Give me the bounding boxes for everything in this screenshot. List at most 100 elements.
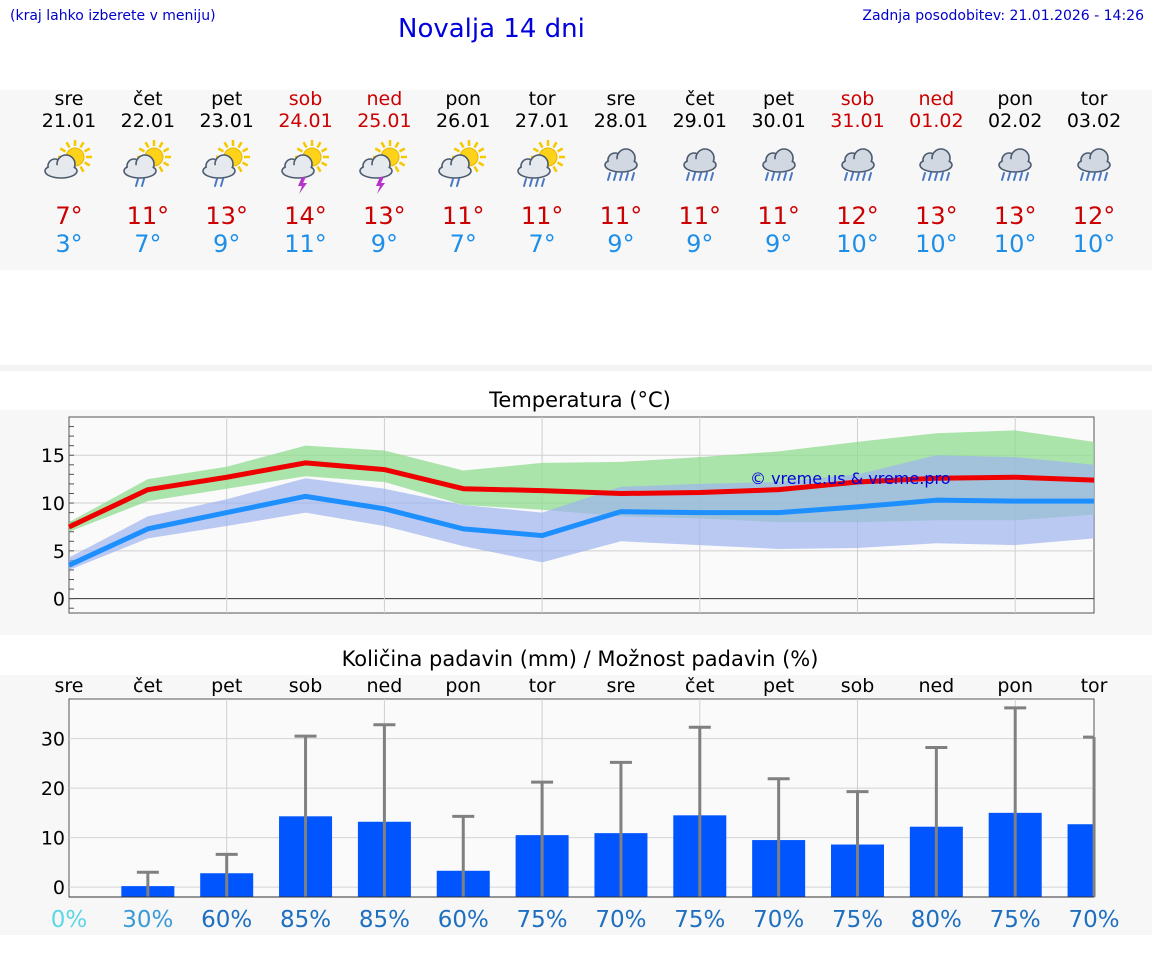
y-tick-label: 5: [53, 541, 65, 563]
rain-drop: [691, 172, 696, 181]
rain-drop: [782, 172, 787, 181]
rain-drop: [612, 172, 617, 181]
rain-drop: [934, 172, 939, 181]
x-tick-label: tor: [1081, 675, 1108, 697]
temp-max: 11°: [520, 202, 564, 230]
rain-drop: [709, 172, 714, 181]
day-name: pet: [763, 88, 795, 110]
rain-drop: [788, 172, 793, 181]
day-column: sob 24.01 14° 11°: [266, 88, 346, 258]
max-temp-line: [67, 460, 1095, 530]
rain-drop: [523, 178, 528, 187]
rain-drop: [1104, 172, 1109, 181]
cloud-shape: [438, 154, 473, 179]
temp-min: 9°: [607, 230, 635, 258]
rain-drop: [764, 172, 769, 181]
lightning-shape: [376, 177, 386, 194]
temp-max: 13°: [915, 202, 958, 230]
x-tick-label: sob: [841, 675, 875, 697]
cloud-rain-icon: [739, 132, 819, 202]
temp-min: 7°: [528, 230, 556, 258]
sun-cloud-rain-icon: [108, 132, 188, 202]
probability-label: 85%: [280, 907, 331, 933]
y-tick-label: 10: [41, 493, 65, 515]
rain-drop: [456, 178, 461, 187]
rain-drop: [450, 178, 455, 187]
rain-drop: [618, 172, 623, 181]
temp-min: 9°: [765, 230, 793, 258]
day-date: 26.01: [436, 110, 491, 132]
temperature-chart: 0 5 10 15 © vreme.us & vreme.pro: [41, 416, 1095, 614]
day-name: sob: [840, 88, 875, 110]
day-date: 03.02: [1066, 110, 1122, 132]
temp-min: 10°: [1072, 230, 1116, 258]
temp-min: 11°: [284, 230, 327, 258]
x-tick-label: pet: [211, 675, 242, 697]
sun-cloud-icon: [29, 132, 109, 202]
temp-max: 14°: [284, 202, 327, 230]
rain-drop: [1001, 172, 1006, 181]
cloud-shape: [201, 154, 236, 179]
cloud-rain-icon: [660, 132, 740, 202]
day-date: 31.01: [830, 110, 885, 132]
day-column: pon 02.02 13° 10°: [975, 88, 1055, 258]
temp-min: 10°: [993, 230, 1037, 258]
day-name: tor: [528, 88, 556, 110]
x-tick-label: pon: [445, 675, 481, 697]
sun-cloud-rain-icon: [423, 132, 503, 202]
day-date: 28.01: [593, 110, 649, 132]
y-tick-label: 0: [53, 589, 65, 611]
rain-drop: [697, 172, 702, 181]
day-column: sre 21.01 7° 3°: [29, 88, 109, 258]
cloud-rain-icon: [818, 132, 898, 202]
precip-bar: [1067, 824, 1094, 897]
x-tick-label: sre: [606, 675, 635, 697]
rain-drop: [849, 172, 854, 181]
day-name: čet: [685, 88, 715, 110]
rain-drop: [134, 178, 139, 187]
lightning-shape: [297, 177, 307, 194]
rain-drop: [1098, 172, 1103, 181]
y-tick-label: 20: [41, 778, 65, 800]
rain-drop: [1013, 172, 1018, 181]
location-hint: (kraj lahko izberete v meniju): [10, 8, 216, 24]
rain-drop: [855, 172, 860, 181]
cloud-shape: [919, 148, 954, 173]
day-date: 02.02: [987, 110, 1043, 132]
temp-min: 3°: [55, 230, 83, 258]
day-date: 29.01: [672, 110, 727, 132]
precipitation-chart: 0 10 20 30 sre čet pet sob ned pon tor sre čet pet sob…: [41, 675, 1120, 933]
cloud-shape: [123, 154, 157, 179]
temp-max: 11°: [678, 202, 722, 230]
rain-drop: [940, 172, 945, 181]
sun-cloud-rain-icon: [187, 132, 267, 202]
divider: [0, 365, 1152, 371]
probability-label: 60%: [438, 907, 489, 933]
cloud-shape: [682, 148, 717, 173]
forecast-strip-bg: [0, 90, 1152, 270]
day-date: 01.02: [909, 110, 964, 132]
precip-chart-title: Količina padavin (mm) / Možnost padavin …: [341, 647, 819, 671]
temp-chart-title: Temperatura (°C): [489, 388, 671, 412]
day-column: čet 29.01 11° 9°: [660, 88, 740, 258]
x-tick-label: pet: [763, 675, 794, 697]
y-tick-label: 0: [53, 877, 65, 899]
probability-label: 70%: [753, 907, 804, 933]
cloud-shape: [44, 154, 78, 179]
day-column: sob 31.01 12° 10°: [818, 88, 898, 258]
day-column: tor 03.02 12° 10°: [1054, 88, 1134, 258]
temp-min: 7°: [449, 230, 477, 258]
day-name: pet: [211, 88, 243, 110]
temp-max: 13°: [993, 202, 1037, 230]
cloud-shape: [517, 154, 551, 179]
x-tick-label: čet: [685, 675, 715, 697]
day-date: 27.01: [514, 110, 570, 132]
x-tick-label: čet: [133, 675, 163, 697]
day-date: 23.01: [199, 110, 254, 132]
rain-drop: [529, 178, 534, 187]
x-tick-label: pon: [997, 675, 1033, 697]
probability-label: 70%: [1068, 907, 1119, 933]
rain-drop: [213, 178, 218, 187]
probability-label: 75%: [832, 907, 883, 933]
probability-label: 30%: [122, 907, 173, 933]
